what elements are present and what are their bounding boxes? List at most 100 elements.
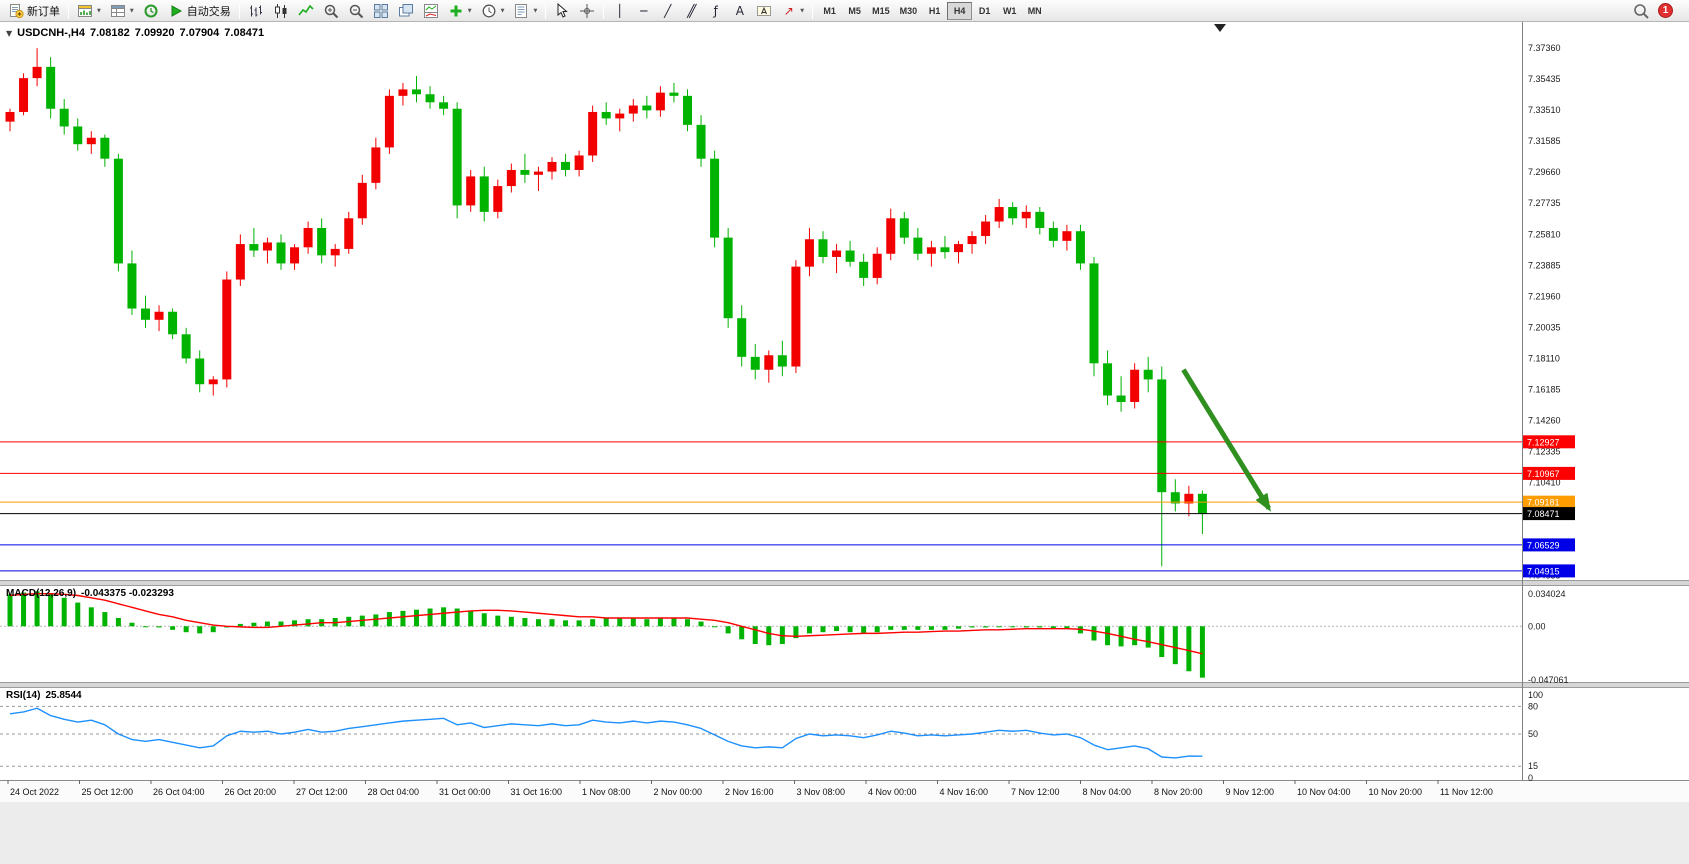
text-tool-button[interactable]: A — [728, 1, 751, 21]
macd-histogram-bar — [495, 615, 501, 627]
candle-body — [127, 263, 137, 309]
chart-shift-marker[interactable] — [1214, 24, 1227, 32]
chart-window: 7.37360 7.35435 7.33510 7.31585 7.29660 7.277… — [0, 22, 1689, 864]
new-chart-icon — [77, 3, 93, 19]
add-indicator-button[interactable]: ▼ — [444, 1, 476, 21]
time-axis-label: 10 Nov 04:00 — [1297, 787, 1351, 797]
chevron-down-icon: ▼ — [467, 7, 472, 14]
candle-body — [926, 247, 936, 254]
price-axis-label: 7.29660 — [1528, 167, 1561, 177]
cursor-tool-button[interactable] — [550, 1, 574, 21]
macd-histogram-bar — [1091, 626, 1097, 641]
open-value: 7.08182 — [90, 27, 130, 39]
zoom-in-button[interactable] — [319, 1, 343, 21]
price-axis-label: 7.16185 — [1528, 384, 1561, 394]
candle-body — [832, 250, 842, 257]
candle-body — [46, 66, 56, 109]
price-axis-label: 7.21960 — [1528, 291, 1561, 301]
tile-windows-button[interactable] — [369, 1, 393, 21]
channel-tool-button[interactable]: ╱╱ — [680, 1, 703, 21]
candle-body — [262, 242, 272, 251]
price-axis-label: 7.27735 — [1528, 198, 1561, 208]
price-line-tag — [1523, 495, 1575, 509]
candle-body — [642, 105, 652, 111]
chart-menu-icon[interactable]: ▼ — [6, 28, 13, 38]
new-order-label: 新订单 — [27, 5, 60, 18]
macd-indicator-label: MACD(12,26,9) -0.043375 -0.023293 — [6, 588, 174, 599]
candle-body — [994, 207, 1004, 222]
timeframe-button-m30[interactable]: M30 — [895, 2, 923, 20]
macd-histogram-bar — [617, 617, 623, 627]
macd-histogram-bar — [1132, 626, 1138, 646]
search-icon[interactable] — [1633, 3, 1649, 19]
label-icon — [756, 3, 772, 19]
notification-badge[interactable]: 1 — [1658, 3, 1673, 18]
timeframe-button-mn[interactable]: MN — [1022, 2, 1047, 20]
time-axis-label: 10 Nov 20:00 — [1369, 787, 1423, 797]
profiles-button[interactable]: ▼ — [106, 1, 138, 21]
horizontal-line-tool-button[interactable]: ─ — [632, 1, 655, 21]
trendline-tool-button[interactable]: ╱ — [656, 1, 679, 21]
macd-histogram-bar — [21, 592, 27, 627]
chevron-down-icon: ▼ — [129, 7, 134, 14]
macd-histogram-bar — [197, 626, 203, 634]
timeframe-button-h1[interactable]: H1 — [922, 2, 947, 20]
panel-separator[interactable] — [0, 682, 1689, 688]
time-axis-label: 27 Oct 12:00 — [296, 787, 348, 797]
rsi-axis-label: 0 — [1528, 773, 1533, 783]
cascade-windows-button[interactable] — [394, 1, 418, 21]
macd-histogram-bar — [630, 617, 636, 627]
time-axis-label: 31 Oct 16:00 — [511, 787, 563, 797]
candlestick-chart-button[interactable] — [269, 1, 293, 21]
candle-body — [533, 171, 543, 175]
vertical-line-tool-button[interactable]: │ — [608, 1, 631, 21]
candle-body — [73, 126, 83, 145]
timeframe-button-m5[interactable]: M5 — [842, 2, 867, 20]
bar-chart-button[interactable] — [244, 1, 268, 21]
panel-separator[interactable] — [0, 580, 1689, 586]
auto-trading-button[interactable]: 自动交易 — [164, 1, 235, 21]
price-axis-label: 7.37360 — [1528, 43, 1561, 53]
candle-body — [655, 92, 665, 111]
candle-body — [913, 237, 923, 254]
candle-body — [1103, 363, 1113, 396]
rsi-indicator-label: RSI(14) 25.8544 — [6, 690, 82, 701]
timeframe-button-m15[interactable]: M15 — [867, 2, 895, 20]
chart-canvas[interactable]: 7.37360 7.35435 7.33510 7.31585 7.29660 7.277… — [0, 22, 1689, 864]
profiles-icon — [110, 3, 126, 19]
new-chart-button[interactable]: ▼ — [73, 1, 105, 21]
time-axis-label: 31 Oct 00:00 — [439, 787, 491, 797]
periods-button[interactable]: ▼ — [477, 1, 509, 21]
candle-body — [141, 308, 150, 320]
crosshair-tool-button[interactable] — [575, 1, 599, 21]
price-axis-label: 7.10410 — [1528, 477, 1561, 487]
trend-arrow-annotation[interactable] — [1181, 368, 1271, 512]
candle-body — [967, 236, 977, 245]
macd-histogram-bar — [61, 597, 67, 627]
market-watch-button[interactable] — [139, 1, 163, 21]
timeframe-button-d1[interactable]: D1 — [972, 2, 997, 20]
indicator-window-icon — [423, 3, 439, 19]
macd-histogram-bar — [481, 613, 487, 627]
macd-histogram-bar — [278, 621, 284, 627]
candle-body — [669, 92, 679, 96]
zoom-out-button[interactable] — [344, 1, 368, 21]
candle-body — [981, 221, 991, 237]
candle-body — [439, 102, 449, 109]
timeframe-button-m1[interactable]: M1 — [817, 2, 842, 20]
candle-body — [791, 266, 801, 367]
price-line-tag-label: 7.06529 — [1527, 540, 1560, 550]
macd-histogram-bar — [1105, 626, 1111, 646]
timeframe-button-h4[interactable]: H4 — [947, 1, 973, 20]
candle-body — [683, 95, 692, 125]
macd-histogram-bar — [1023, 626, 1029, 628]
label-tool-button[interactable] — [752, 1, 776, 21]
candle-body — [520, 169, 530, 175]
templates-button[interactable]: ▼ — [509, 1, 541, 21]
line-chart-button[interactable] — [294, 1, 318, 21]
new-order-button[interactable]: 新订单 — [4, 1, 64, 21]
arrows-tool-button[interactable]: ↗ ▼ — [777, 1, 808, 21]
indicator-window-button[interactable] — [419, 1, 443, 21]
fibonacci-tool-button[interactable]: ƒ — [704, 1, 727, 21]
timeframe-button-w1[interactable]: W1 — [997, 2, 1022, 20]
